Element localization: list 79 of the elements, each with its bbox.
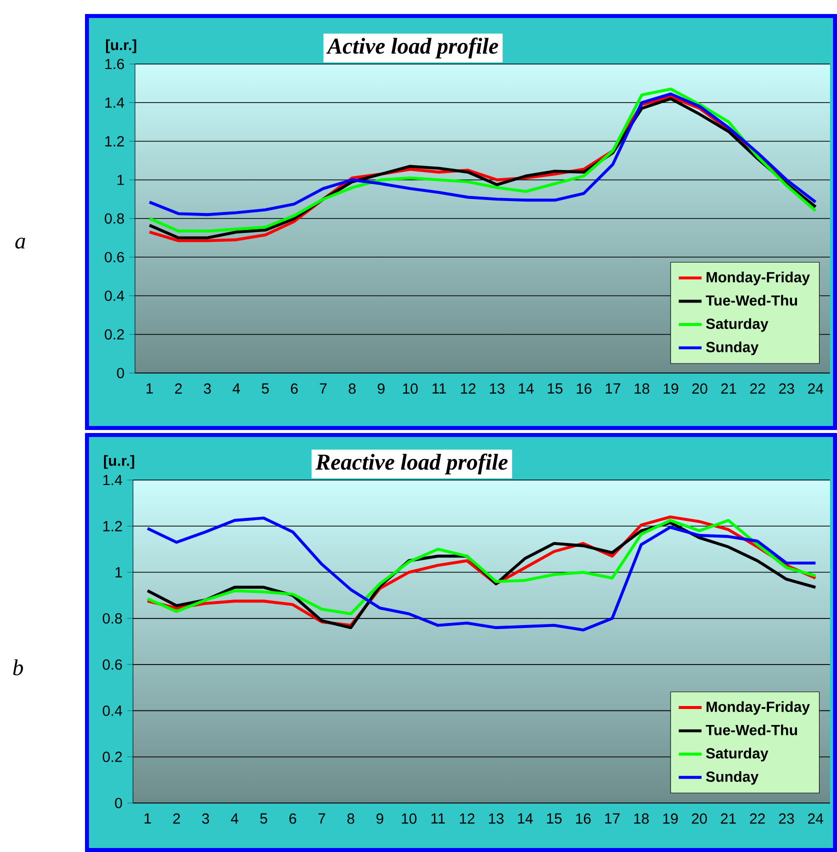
x-tick-label: 11 [431, 813, 445, 824]
x-tick-label: 6 [289, 813, 296, 824]
y-tick-label: 0 [117, 368, 124, 378]
legend-label: Sunday [706, 771, 759, 785]
legend-label: Saturday [706, 318, 768, 332]
x-tick-label: 15 [547, 813, 562, 824]
x-tick-label: 22 [750, 813, 765, 824]
x-tick-label: 17 [606, 383, 620, 394]
y-tick-label: 0.4 [104, 290, 124, 301]
x-tick-label: 6 [290, 383, 298, 394]
y-tick-label: 0.6 [104, 252, 124, 262]
text: b [13, 659, 23, 676]
y-tick-label: 1 [118, 174, 124, 185]
x-tick-label: 12 [460, 383, 476, 394]
y-tick-label: 0.2 [104, 329, 124, 340]
legend-label: Tue-Wed-Thu [706, 294, 798, 306]
x-tick-label: 13 [488, 813, 504, 824]
x-tick-label: 10 [402, 813, 416, 824]
y-tick-label: 1.4 [103, 474, 122, 486]
text: a [15, 238, 26, 249]
legend-label: Sunday [706, 342, 759, 356]
legend-label: Saturday [706, 748, 768, 762]
x-tick-label: 7 [320, 383, 327, 394]
x-tick-label: 19 [663, 813, 678, 824]
x-tick-label: 14 [518, 813, 533, 824]
y-tick-label: 1.6 [105, 58, 124, 70]
x-tick-label: 3 [204, 383, 211, 394]
y-axis-title: [u.r.] [104, 455, 134, 469]
x-tick-label: 21 [720, 813, 736, 824]
x-tick-label: 5 [262, 383, 269, 394]
x-tick-label: 3 [202, 813, 210, 824]
x-tick-label: 16 [576, 813, 591, 824]
x-tick-label: 20 [692, 813, 707, 824]
x-tick-label: 20 [692, 383, 708, 394]
y-tick-label: 0.8 [102, 613, 122, 624]
y-tick-label: 0.2 [102, 752, 122, 762]
x-tick-label: 1 [146, 383, 153, 394]
legend-label: Monday-Friday [706, 701, 810, 715]
y-tick-label: 1.2 [103, 521, 122, 532]
y-tick-label: 1 [116, 567, 122, 578]
chart-title: Active load profile [326, 38, 498, 58]
x-tick-label: 21 [721, 383, 736, 394]
x-tick-label: 23 [779, 813, 794, 824]
y-axis-title: [u.r.] [106, 39, 136, 54]
y-tick-label: 0.8 [104, 213, 124, 224]
x-tick-label: 18 [634, 813, 649, 824]
x-tick-label: 1 [144, 813, 151, 824]
x-tick-label: 13 [490, 383, 504, 394]
y-tick-label: 0.4 [102, 706, 122, 716]
x-tick-label: 16 [576, 383, 592, 394]
x-tick-label: 11 [432, 383, 446, 394]
x-tick-label: 17 [605, 813, 620, 824]
x-tick-label: 10 [403, 383, 418, 394]
chart-title: Reactive load profile [315, 454, 508, 474]
y-tick-label: 1.4 [105, 98, 124, 108]
x-tick-label: 19 [664, 383, 678, 394]
legend-label: Monday-Friday [706, 272, 810, 286]
x-tick-label: 22 [750, 383, 766, 394]
x-tick-label: 18 [634, 383, 650, 394]
x-tick-label: 15 [548, 383, 562, 394]
y-tick-label: 0 [115, 798, 122, 808]
x-tick-label: 8 [348, 383, 356, 394]
legend-label: Tue-Wed-Thu [706, 724, 797, 736]
x-tick-label: 4 [232, 383, 240, 394]
x-tick-label: 2 [175, 383, 182, 394]
y-tick-label: 1.2 [105, 136, 124, 146]
x-tick-label: 7 [318, 813, 326, 824]
x-tick-label: 8 [347, 813, 354, 824]
x-tick-label: 2 [173, 813, 180, 824]
x-tick-label: 24 [808, 383, 824, 394]
x-tick-label: 5 [260, 813, 268, 824]
x-tick-label: 4 [230, 813, 238, 824]
x-tick-label: 12 [460, 813, 474, 824]
x-tick-label: 24 [808, 813, 824, 824]
x-tick-label: 9 [376, 813, 384, 824]
x-tick-label: 9 [378, 383, 385, 394]
y-tick-label: 0.6 [102, 659, 122, 670]
x-tick-label: 14 [518, 383, 534, 394]
x-tick-label: 23 [779, 383, 794, 394]
